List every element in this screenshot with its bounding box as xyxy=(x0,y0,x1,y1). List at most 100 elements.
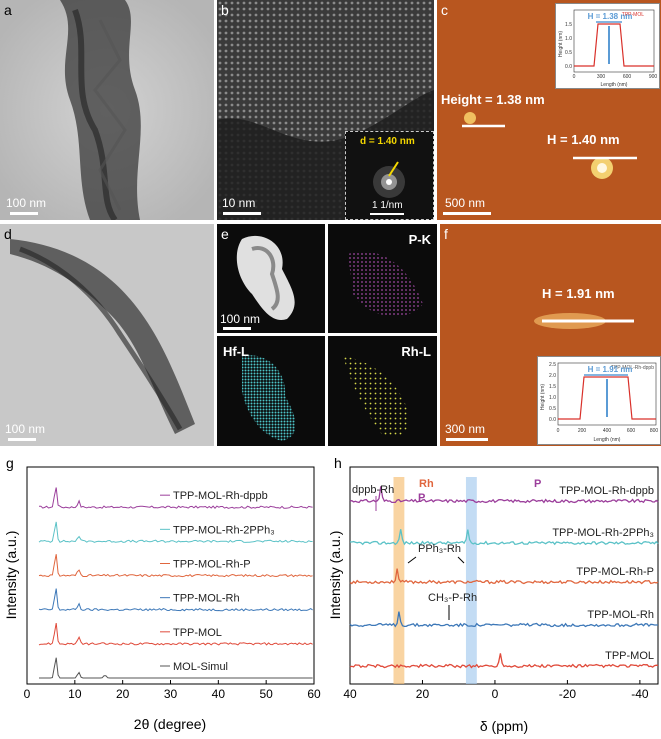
scale-bar xyxy=(446,438,488,441)
arrow-icon xyxy=(457,556,465,564)
xtick: 800 xyxy=(650,428,659,434)
map-label-p: P-K xyxy=(408,232,431,247)
panel-f-afm: f H = 1.91 nm 300 nm 0 200 400 600 800 0… xyxy=(440,224,661,446)
x-tick-label: -20 xyxy=(559,687,577,701)
series-label: TPP-MOL xyxy=(605,650,654,662)
inset-xlabel: Length (nm) xyxy=(594,437,621,443)
y-axis-label: Intensity (a.u.) xyxy=(328,531,343,620)
panel-d-tem: d 100 nm xyxy=(0,224,214,446)
x-tick-label: 20 xyxy=(416,687,430,701)
scale-text: 100 nm xyxy=(6,196,47,210)
map-label-hf: Hf-L xyxy=(223,344,249,359)
x-tick-label: 60 xyxy=(307,687,321,701)
nmr-series-line xyxy=(349,529,659,546)
tem-image-a xyxy=(0,0,214,220)
legend-label: MOL-Simul xyxy=(173,661,228,673)
scale-text: 10 nm xyxy=(222,196,256,210)
ytick: 2.0 xyxy=(549,373,556,379)
legend-label: TPP-MOL xyxy=(173,627,222,639)
panel-label-b: b xyxy=(221,2,229,18)
xrd-series-line xyxy=(38,554,313,578)
fft-pattern xyxy=(373,161,405,198)
y-axis-label: Intensity (a.u.) xyxy=(3,531,19,620)
nmr-series-line xyxy=(349,611,659,628)
panel-label-c: c xyxy=(441,2,448,18)
nmr-series-line xyxy=(349,568,659,585)
x-tick-label: 50 xyxy=(259,687,273,701)
xrd-series-line xyxy=(38,487,313,509)
legend-label: TPP-MOL-Rh-2PPh₃ xyxy=(173,524,275,536)
panel-b-haadf: b 10 nm d = 1.40 nm 1 1/nm xyxy=(217,0,434,220)
panel-e-eds: e 100 nm P-K Hf-L Rh-L xyxy=(217,224,437,446)
height-profile-chart: 0 200 400 600 800 0.0 0.5 1.0 1.5 2.0 2.… xyxy=(540,362,659,443)
highlight-band xyxy=(465,477,477,684)
scale-text: 100 nm xyxy=(220,312,261,326)
x-tick-label: 0 xyxy=(24,687,31,701)
scale-text: 100 nm xyxy=(5,422,46,436)
height-profile-inset-f: 0 200 400 600 800 0.0 0.5 1.0 1.5 2.0 2.… xyxy=(537,356,661,445)
xrd-series-line xyxy=(38,623,313,646)
xtick: 900 xyxy=(649,74,658,80)
inset-height: H = 1.38 nm xyxy=(588,12,633,21)
ytick: 1.5 xyxy=(549,384,556,390)
height-profile-inset-c: 0 300 600 900 0.0 0.5 1.0 1.5 Length (nm… xyxy=(555,3,660,89)
ytick: 0.5 xyxy=(549,406,556,412)
nmr-series-line xyxy=(349,653,659,669)
series-label: TPP-MOL-Rh xyxy=(587,609,654,621)
series-label: TPP-MOL-Rh-P xyxy=(576,566,654,578)
x-tick-label: 20 xyxy=(116,687,130,701)
map-label-rh: Rh-L xyxy=(401,344,431,359)
ytick: 0.0 xyxy=(565,64,572,70)
panel-label-d: d xyxy=(4,226,12,242)
inset-ylabel: Height (nm) xyxy=(558,31,564,57)
xtick: 400 xyxy=(603,428,612,434)
xrd-series-line xyxy=(39,657,313,679)
highlight-band xyxy=(393,477,405,684)
inset-legend: TPP-MOL-Rh-dppb xyxy=(611,365,654,371)
x-tick-label: 40 xyxy=(343,687,357,701)
scale-text: 500 nm xyxy=(445,196,486,210)
ytick: 0.0 xyxy=(549,417,556,423)
scale-bar xyxy=(10,212,38,215)
inset-legend: TPP-MOL xyxy=(622,12,644,18)
arrow-icon xyxy=(407,556,417,564)
annotation-pph3-rh: PPh₃-Rh xyxy=(418,543,461,555)
legend-label: TPP-MOL-Rh-P xyxy=(173,559,251,571)
panel-label-g: g xyxy=(6,455,14,471)
x-tick-label: -40 xyxy=(631,687,649,701)
height-label-1: Height = 1.38 nm xyxy=(441,92,545,107)
xrd-chart: TPP-MOL-Rh-dppb TPP-MOL-Rh-2PPh₃ TPP-MOL-R… xyxy=(3,466,321,732)
tem-image-d xyxy=(0,224,214,446)
xrd-series-line xyxy=(38,588,313,612)
scale-text: 300 nm xyxy=(445,422,486,436)
height-profile-chart: 0 300 600 900 0.0 0.5 1.0 1.5 Length (nm… xyxy=(558,9,658,88)
panel-h-nmr: h TPP-MOL-Rh-dppb TPP-MOL-Rh-2PPh₃ TPP-MOL… xyxy=(328,455,661,739)
inset-height: H = 1.91 nm xyxy=(588,365,633,374)
d-spacing-label: d = 1.40 nm xyxy=(360,136,415,147)
panel-label-h: h xyxy=(334,455,342,471)
ytick: 1.0 xyxy=(549,395,556,401)
fft-inset: d = 1.40 nm 1 1/nm xyxy=(345,131,434,220)
ytick: 0.5 xyxy=(565,50,572,56)
scale-bar xyxy=(223,327,251,330)
fft-scale-text: 1 1/nm xyxy=(372,200,403,211)
annotation-ch3-p-rh: CH₃-P-Rh xyxy=(428,592,477,604)
inset-ylabel: Height (nm) xyxy=(540,384,546,410)
scale-bar xyxy=(8,438,36,441)
series-label: TPP-MOL-Rh-dppb xyxy=(559,485,654,497)
legend-label: TPP-MOL-Rh-dppb xyxy=(173,490,268,502)
panel-label-a: a xyxy=(4,2,12,18)
annotation-dppb-rh: dppb-Rh xyxy=(352,484,394,496)
xtick: 200 xyxy=(578,428,587,434)
series-label: TPP-MOL-Rh-2PPh₃ xyxy=(552,527,654,539)
rh-map-tile: Rh-L xyxy=(328,336,437,446)
fft-scale-bar xyxy=(370,213,404,215)
xrd-series-line xyxy=(38,521,313,543)
annotation-rh: Rh xyxy=(419,478,434,490)
arrow-icon xyxy=(388,161,399,177)
x-axis-label: 2θ (degree) xyxy=(134,716,206,732)
height-label-2: H = 1.40 nm xyxy=(547,132,620,147)
nmr-chart: TPP-MOL-Rh-dppb TPP-MOL-Rh-2PPh₃ TPP-MOL-R… xyxy=(328,466,659,734)
annotation-p: P xyxy=(534,478,541,490)
legend-label: TPP-MOL-Rh xyxy=(173,593,240,605)
